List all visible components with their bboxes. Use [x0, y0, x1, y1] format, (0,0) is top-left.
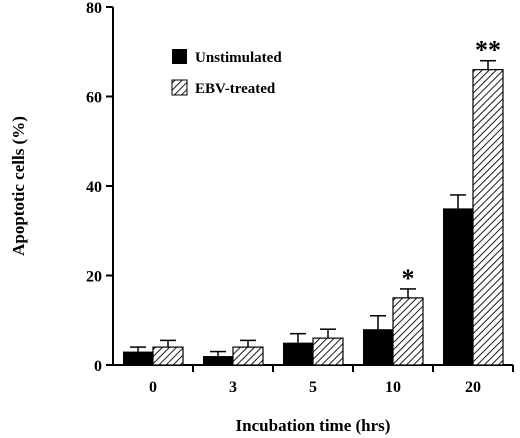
- significance-annotations: ***: [402, 36, 502, 293]
- bar-ebv-treated: [312, 337, 344, 366]
- bar-ebv-treated: [392, 297, 424, 366]
- x-tick-label: 20: [465, 379, 481, 396]
- legend-swatch-unstimulated: [172, 49, 187, 64]
- y-tick-label: 60: [86, 90, 102, 107]
- y-tick-label: 0: [94, 358, 102, 375]
- significance-star: **: [475, 36, 501, 65]
- legend-swatch-ebv-treated: [171, 79, 188, 96]
- x-axis-title: Incubation time (hrs): [236, 416, 391, 435]
- bar-unstimulated: [123, 351, 153, 365]
- error-bars: [130, 59, 496, 357]
- legend-label-unstimulated: Unstimulated: [195, 50, 282, 66]
- y-ticks: 0 20 40 60 80: [86, 0, 113, 375]
- bar-unstimulated: [443, 208, 473, 365]
- bar-ebv-treated: [232, 346, 264, 366]
- x-tick-label: 0: [149, 379, 157, 396]
- y-tick-label: 80: [86, 0, 102, 17]
- bar-ebv-treated: [152, 346, 184, 366]
- significance-star: *: [402, 264, 415, 293]
- bar-unstimulated: [283, 342, 313, 365]
- x-ticks: 0 3 5 10 20: [149, 365, 514, 396]
- x-tick-label: 10: [385, 379, 401, 396]
- bar-unstimulated: [203, 356, 233, 365]
- x-tick-label: 5: [309, 379, 317, 396]
- bar-ebv-treated: [472, 69, 504, 366]
- bars: [123, 69, 504, 366]
- x-tick-label: 3: [229, 379, 237, 396]
- y-tick-label: 40: [86, 179, 102, 196]
- y-tick-label: 20: [86, 269, 102, 286]
- bar-unstimulated: [363, 329, 393, 365]
- legend: Unstimulated EBV-treated: [171, 49, 282, 97]
- y-axis-title: Apoptotic cells (%): [9, 116, 28, 256]
- legend-label-ebv-treated: EBV-treated: [195, 81, 276, 97]
